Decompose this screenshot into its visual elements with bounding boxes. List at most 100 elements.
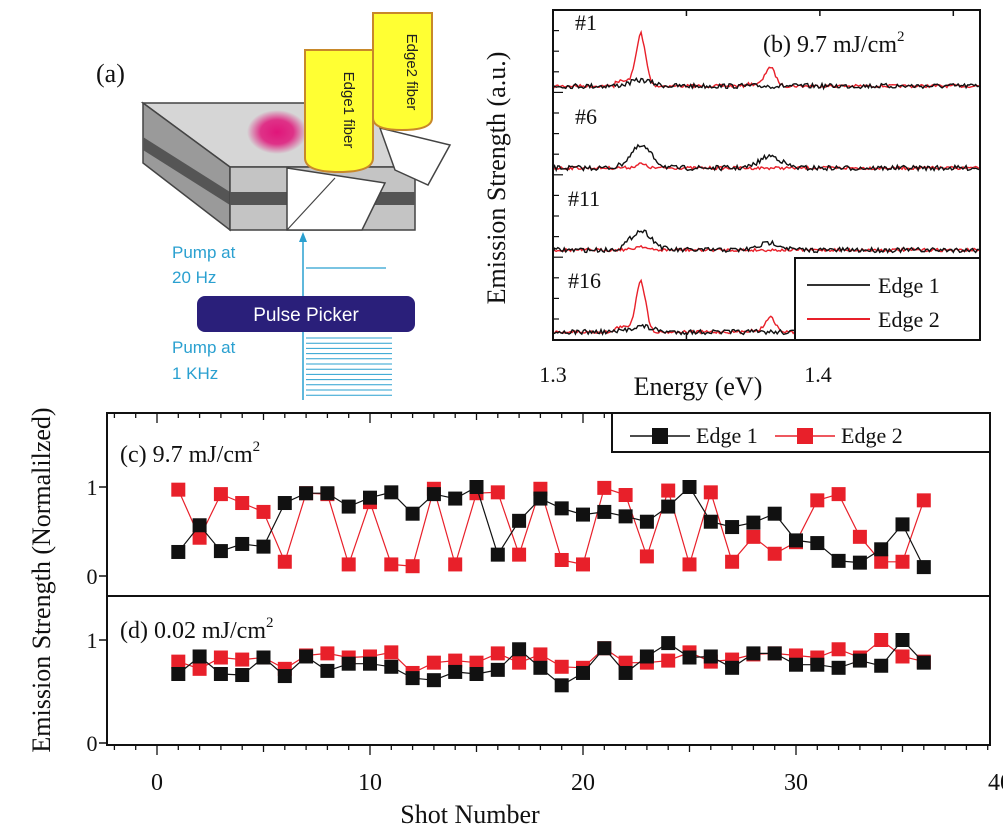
- pump-20hz-line2: 20 Hz: [172, 268, 216, 287]
- data-point: [384, 645, 399, 660]
- data-point: [597, 504, 612, 519]
- prism-1: [286, 167, 387, 231]
- data-point: [554, 501, 569, 516]
- data-point: [192, 530, 207, 545]
- data-point: [171, 544, 186, 559]
- data-point: [682, 557, 697, 572]
- data-point: [576, 507, 590, 522]
- d-xtick-label: 20: [571, 770, 595, 796]
- data-point: [320, 646, 335, 661]
- b-xtick-label: 1.3: [539, 362, 567, 387]
- data-point: [213, 650, 228, 665]
- data-point: [469, 655, 484, 670]
- data-point: [789, 657, 803, 672]
- d-ytick-label: 1: [87, 628, 98, 653]
- b-xlabel: Energy (eV): [634, 372, 763, 401]
- data-point: [661, 499, 676, 514]
- data-point: [469, 480, 484, 494]
- d-xlabel: Shot Number: [400, 800, 540, 829]
- data-point: [639, 649, 654, 664]
- edge1-fiber: Edge1 fiber: [304, 49, 374, 174]
- data-point: [895, 517, 910, 532]
- edge2-spectrum: [552, 244, 980, 253]
- data-point: [320, 486, 335, 501]
- data-point: [703, 485, 718, 500]
- data-point: [895, 633, 910, 647]
- data-point: [554, 552, 569, 567]
- data-point: [512, 655, 527, 670]
- data-point: [512, 513, 527, 528]
- edge1-spectrum: [552, 229, 979, 255]
- c-ytick-label: 1: [87, 475, 98, 500]
- data-point: [490, 547, 505, 562]
- data-point: [789, 533, 803, 548]
- panel-c-title: (c) 9.7 mJ/cm2: [120, 439, 260, 468]
- data-point: [661, 653, 676, 668]
- pump-20hz-line1: Pump at: [172, 243, 236, 262]
- data-point: [277, 496, 292, 511]
- legend-edge1: Edge 1: [878, 273, 940, 298]
- data-point: [810, 657, 825, 672]
- data-point: [512, 547, 527, 562]
- data-point: [448, 664, 463, 679]
- data-point: [916, 655, 931, 670]
- data-point: [874, 554, 889, 569]
- data-point: [661, 483, 676, 498]
- data-point: [384, 557, 399, 572]
- panel-d-frame: [106, 595, 991, 746]
- edge1-fiber-label: Edge1 fiber: [340, 72, 357, 149]
- data-point: [192, 649, 207, 664]
- pump-1khz-line1: Pump at: [172, 338, 236, 357]
- data-point: [235, 496, 250, 511]
- c-legend: Edge 1 Edge 2: [611, 412, 991, 453]
- data-point: [256, 504, 271, 519]
- data-point: [554, 659, 569, 674]
- data-point: [213, 544, 228, 559]
- edge2-fiber: Edge2 fiber: [372, 12, 433, 132]
- data-point: [490, 485, 505, 500]
- data-point: [469, 666, 484, 681]
- legend-edge2: Edge 2: [841, 423, 903, 448]
- edge1-spectrum: [552, 77, 979, 91]
- trace-label: #11: [568, 186, 600, 211]
- data-point: [256, 539, 271, 554]
- data-point: [618, 665, 633, 680]
- pump-1khz-line2: 1 KHz: [172, 364, 218, 383]
- legend-edge2: Edge 2: [878, 307, 940, 332]
- data-point: [235, 652, 250, 667]
- panel-b-chart: #1 #6 #11 #16 (b) 9.7 mJ/cm2 1.3 1.4 Energy…: [482, 9, 981, 401]
- data-point: [192, 661, 207, 676]
- data-point: [405, 559, 420, 574]
- data-point: [725, 520, 740, 535]
- data-point: [299, 486, 314, 501]
- data-point: [831, 642, 846, 657]
- data-point: [299, 649, 314, 664]
- edge2-fiber-label: Edge2 fiber: [403, 34, 420, 111]
- data-point: [341, 557, 356, 572]
- data-point: [533, 660, 548, 675]
- panel-a-label: (a): [96, 59, 125, 88]
- data-point: [639, 549, 654, 564]
- data-point: [916, 493, 931, 508]
- data-point: [895, 554, 910, 569]
- data-point: [746, 529, 761, 544]
- data-point: [448, 653, 463, 668]
- data-point: [277, 669, 292, 684]
- trace-label: #16: [568, 268, 601, 293]
- data-point: [895, 649, 910, 664]
- data-point: [426, 655, 441, 670]
- data-point: [703, 649, 718, 664]
- d-xtick-label: 30: [784, 770, 808, 796]
- data-point: [448, 491, 463, 506]
- pump-arrow-icon: [299, 232, 307, 242]
- data-point: [597, 480, 612, 495]
- data-point: [171, 654, 186, 669]
- data-point: [831, 553, 846, 568]
- data-point: [576, 557, 590, 572]
- data-point: [874, 633, 889, 647]
- data-point: [213, 487, 228, 502]
- data-point: [256, 650, 271, 665]
- data-point: [171, 482, 186, 497]
- edge1-spectrum: [552, 143, 980, 173]
